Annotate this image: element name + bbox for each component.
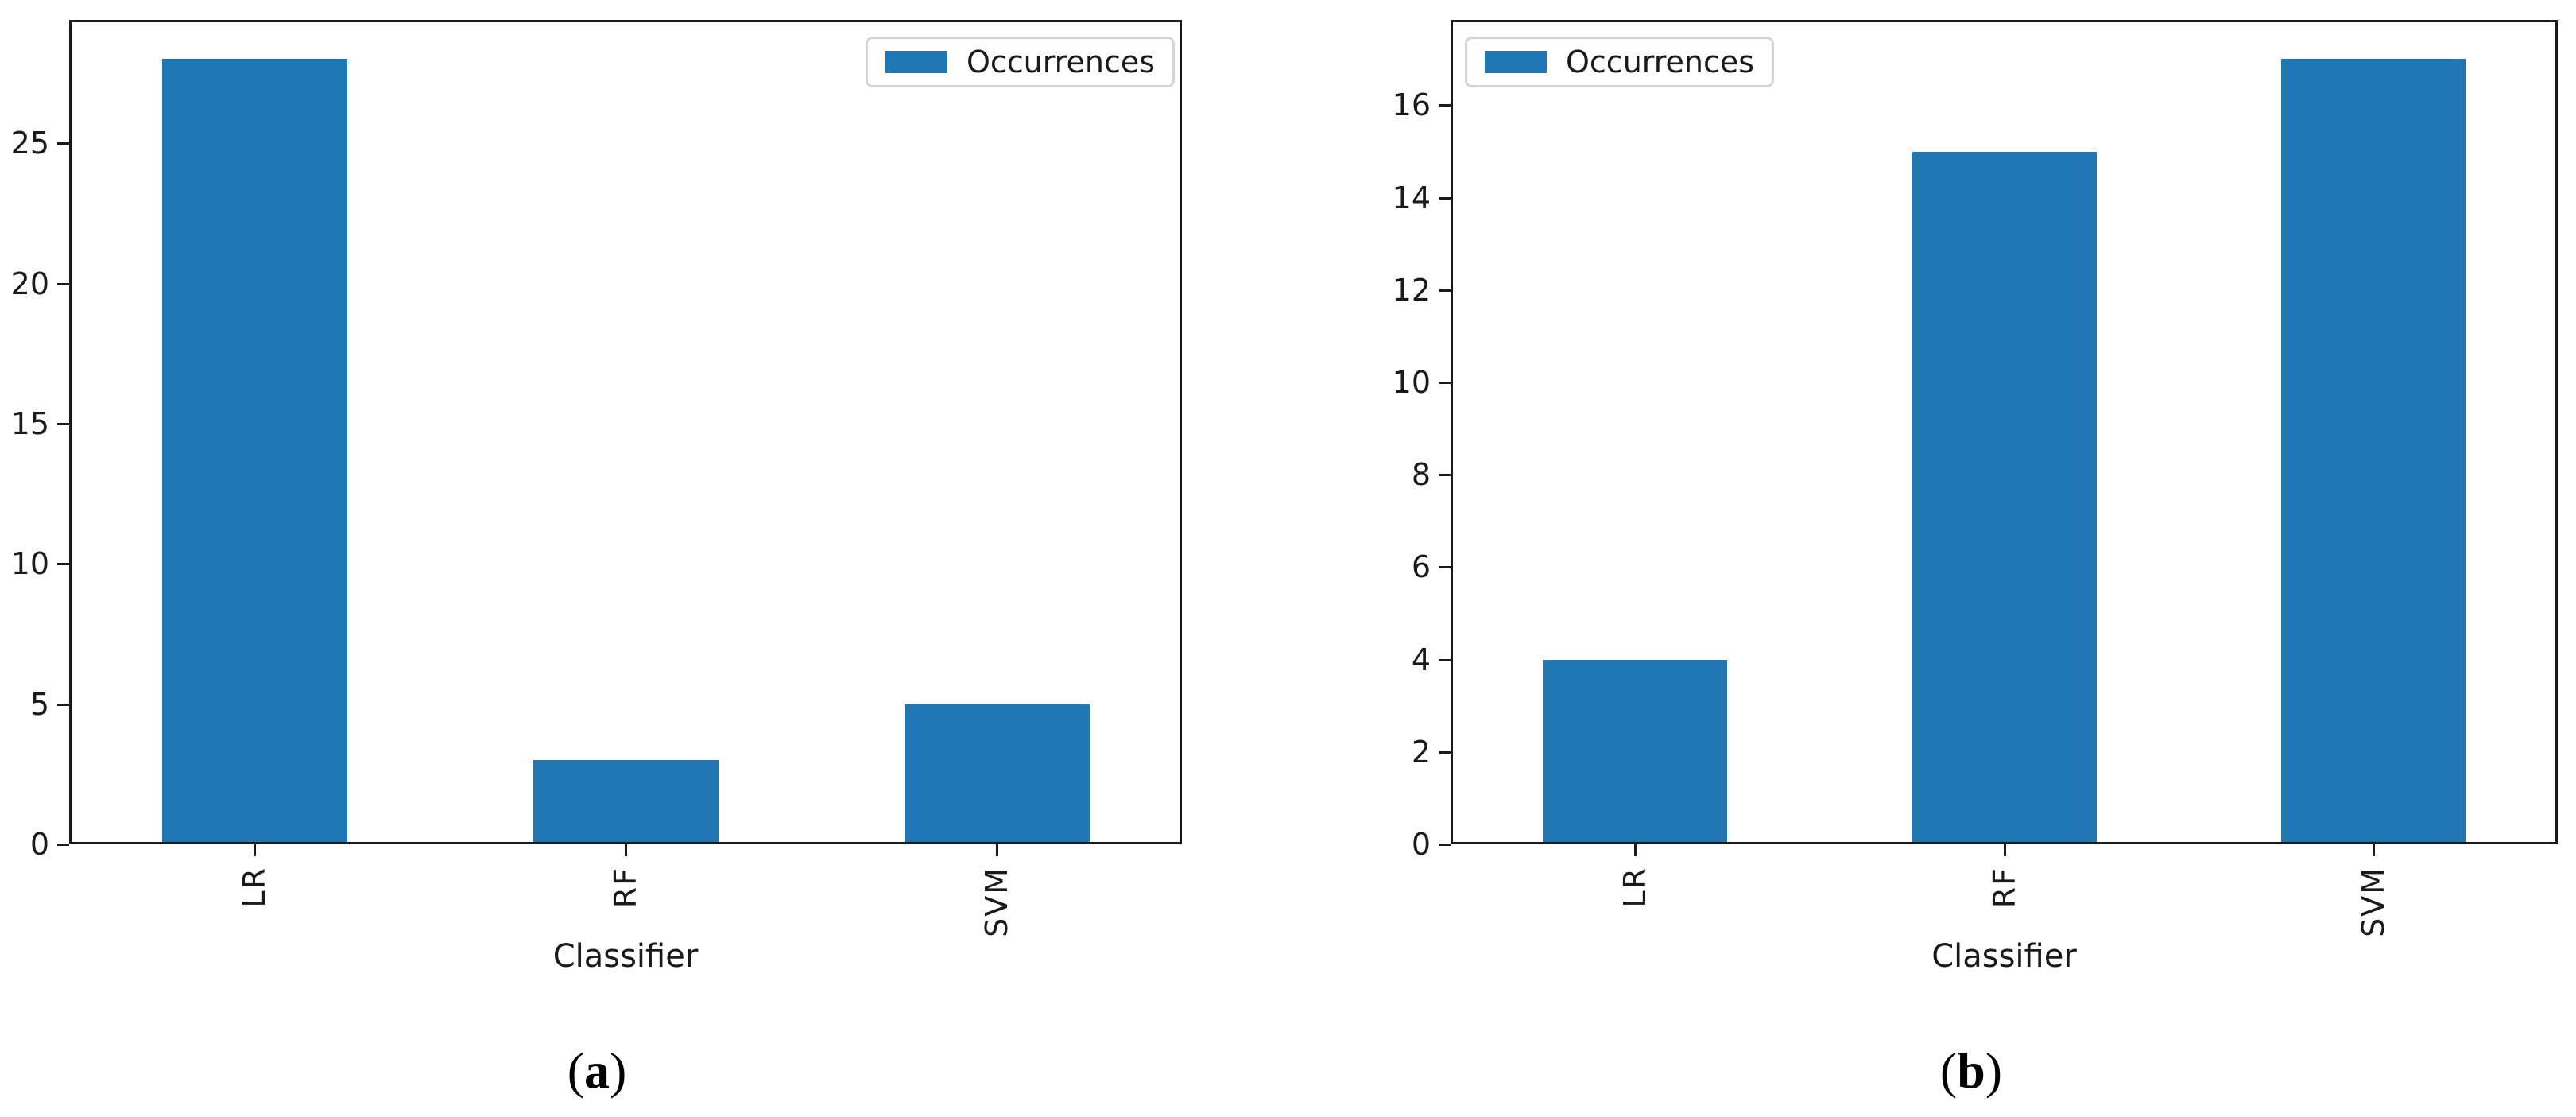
legend-label: Occurrences bbox=[1566, 45, 1755, 80]
legend-swatch-icon bbox=[885, 51, 947, 73]
legend-b: Occurrences bbox=[1465, 37, 1775, 87]
bar-LR bbox=[161, 59, 347, 844]
xtick-text-SVM: SVM bbox=[979, 867, 1014, 937]
legend-label: Occurrences bbox=[966, 45, 1155, 80]
ytick-label-12: 12 bbox=[1392, 273, 1431, 308]
bar-RF bbox=[533, 760, 719, 844]
caption-paren-open: ( bbox=[1939, 1042, 1958, 1099]
ytick-mark-4 bbox=[1439, 658, 1451, 661]
ytick-mark-2 bbox=[1439, 750, 1451, 754]
ytick-mark-16 bbox=[1439, 103, 1451, 107]
xtick-mark-LR bbox=[253, 844, 256, 856]
ytick-label-4: 4 bbox=[1411, 642, 1431, 677]
ytick-label-6: 6 bbox=[1411, 549, 1431, 584]
xtick-text-SVM: SVM bbox=[2356, 867, 2391, 937]
ytick-label-5: 5 bbox=[29, 687, 49, 722]
xtick-mark-RF bbox=[624, 844, 627, 856]
xtick-mark-SVM bbox=[2372, 844, 2375, 856]
ytick-mark-14 bbox=[1439, 196, 1451, 200]
legend-swatch-icon bbox=[1485, 51, 1547, 73]
ytick-label-15: 15 bbox=[10, 406, 49, 441]
ytick-mark-5 bbox=[57, 703, 69, 706]
ytick-label-25: 25 bbox=[10, 126, 49, 161]
ytick-label-0: 0 bbox=[1411, 827, 1431, 862]
ytick-mark-12 bbox=[1439, 289, 1451, 292]
ytick-mark-6 bbox=[1439, 565, 1451, 568]
ytick-mark-10 bbox=[1439, 381, 1451, 384]
legend-a: Occurrences bbox=[865, 37, 1175, 87]
bar-LR bbox=[1543, 660, 1727, 844]
ytick-label-10: 10 bbox=[10, 546, 49, 581]
ytick-mark-10 bbox=[57, 562, 69, 565]
xtick-text-RF: RF bbox=[1987, 867, 2022, 909]
bar-RF bbox=[1912, 152, 2097, 844]
xtick-text-LR: LR bbox=[237, 867, 272, 908]
xtick-mark-LR bbox=[1633, 844, 1637, 856]
ytick-mark-20 bbox=[57, 282, 69, 285]
caption-letter: a bbox=[584, 1042, 610, 1099]
bar-SVM bbox=[2281, 59, 2466, 844]
bar-SVM bbox=[904, 704, 1090, 844]
caption-paren-close: ) bbox=[610, 1042, 627, 1099]
x-axis-label-a: Classifier bbox=[552, 938, 699, 975]
caption-paren-close: ) bbox=[1985, 1042, 2003, 1099]
ytick-label-14: 14 bbox=[1392, 180, 1431, 215]
xtick-text-LR: LR bbox=[1617, 867, 1652, 908]
x-axis-label-b: Classifier bbox=[1931, 938, 2077, 975]
ytick-label-20: 20 bbox=[10, 266, 49, 301]
xtick-text-RF: RF bbox=[608, 867, 643, 909]
ytick-label-10: 10 bbox=[1392, 365, 1431, 400]
ytick-mark-25 bbox=[57, 142, 69, 145]
caption-letter: b bbox=[1957, 1042, 1985, 1099]
subfigure-caption-b: (b) bbox=[1812, 1041, 2130, 1100]
ytick-mark-8 bbox=[1439, 473, 1451, 476]
ytick-label-0: 0 bbox=[29, 827, 49, 862]
xtick-mark-RF bbox=[2003, 844, 2006, 856]
subfigure-caption-a: (a) bbox=[438, 1041, 756, 1100]
ytick-label-8: 8 bbox=[1411, 457, 1431, 492]
xtick-mark-SVM bbox=[995, 844, 998, 856]
ytick-label-16: 16 bbox=[1392, 87, 1431, 122]
ytick-label-2: 2 bbox=[1411, 735, 1431, 770]
ytick-mark-0 bbox=[1439, 843, 1451, 846]
ytick-mark-0 bbox=[57, 843, 69, 846]
ytick-mark-15 bbox=[57, 422, 69, 425]
caption-paren-open: ( bbox=[567, 1042, 584, 1099]
